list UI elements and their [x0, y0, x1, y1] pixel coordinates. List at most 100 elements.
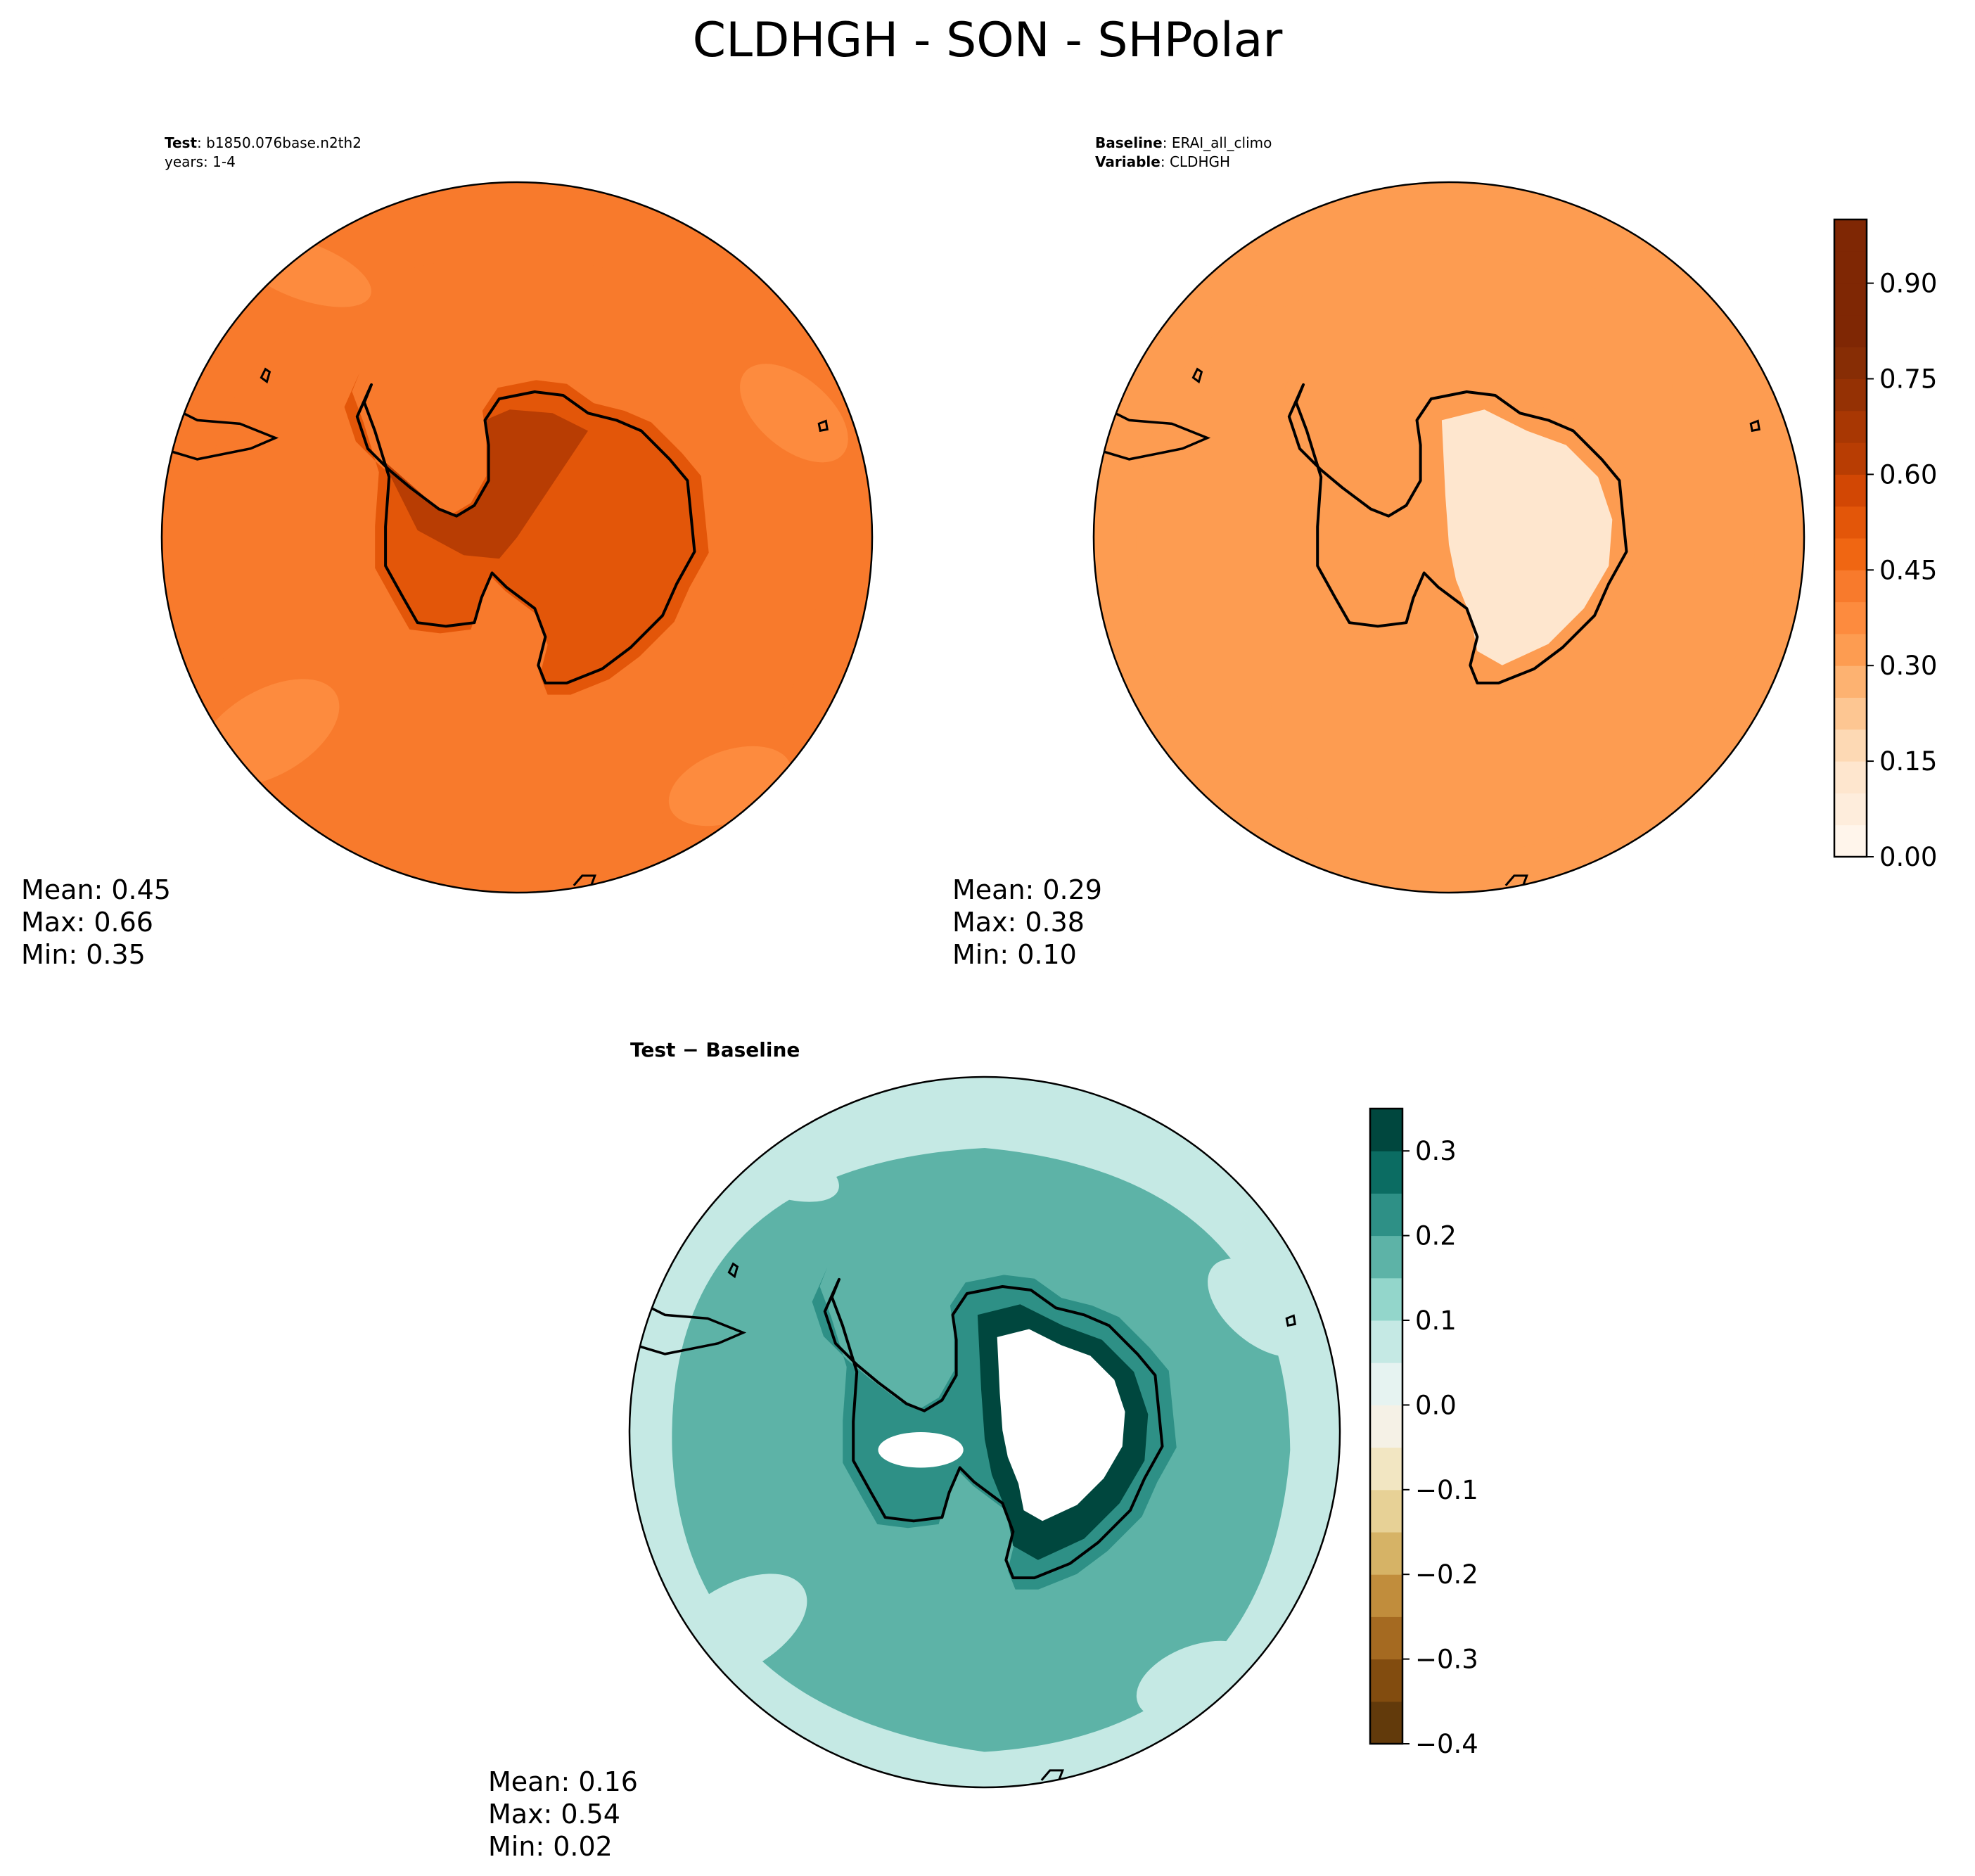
main-colorbar-swatch-10	[1834, 506, 1867, 539]
difference-min-value: 0.02	[553, 1831, 613, 1862]
main-colorbar-swatch-2	[1834, 761, 1867, 793]
svg-text:Min:0.02: Min: 0.02	[488, 1831, 613, 1862]
diff-out-of-range-region	[997, 1329, 1125, 1521]
diff-colorbar-swatch-0	[1370, 1701, 1402, 1744]
diff-map-boundary	[628, 1076, 1341, 1789]
baseline-mean-value: 0.29	[1042, 874, 1102, 905]
difference-max-value: 0.54	[561, 1799, 620, 1830]
diff-colorbar-tick-label-0: −0.4	[1415, 1729, 1478, 1759]
diff-colorbar-swatch-14	[1370, 1109, 1402, 1151]
baseline-kerguelen-island	[1749, 419, 1760, 433]
main-colorbar-tick-label-6: 0.90	[1879, 269, 1937, 299]
difference-colorbar: −0.4 −0.3 −0.2 −0.1 0.0 0.1 0.2 0.3	[1369, 1107, 1478, 1759]
main-colorbar-swatch-6	[1834, 633, 1867, 666]
diff-falkland-islands	[727, 1262, 739, 1279]
baseline-falkland-islands	[1191, 367, 1203, 384]
diff-colorbar-swatch-6	[1370, 1447, 1402, 1491]
diff-colorbar-tick-label-2: −0.2	[1415, 1559, 1478, 1590]
diff-coastline	[823, 1277, 1164, 1580]
main-colorbar-swatch-16	[1834, 314, 1867, 347]
baseline-header-line-2: Variable: CLDHGH	[1095, 153, 1230, 170]
diff-colorbar-swatch-2	[1370, 1616, 1402, 1660]
diff-colorbar-tick-label-1: −0.3	[1415, 1645, 1478, 1675]
svg-text:Min:0.10: Min: 0.10	[952, 939, 1077, 970]
diff-south-america-coast	[629, 1296, 747, 1355]
svg-text:Max:0.66: Max: 0.66	[21, 907, 153, 938]
baseline-panel: Baseline: ERAI_all_climo Variable: CLDHG…	[952, 134, 1805, 970]
main-colorbar-swatch-15	[1834, 347, 1867, 379]
diff-colorbar-tick-label-6: 0.2	[1415, 1221, 1457, 1251]
test-coastline	[355, 383, 696, 684]
diff-colorbar-swatch-4	[1370, 1532, 1402, 1575]
diff-colorbar-frame	[1369, 1107, 1404, 1745]
test-edge-patch-1	[740, 364, 848, 463]
main-colorbar-tick-label-5: 0.75	[1879, 364, 1937, 395]
baseline-edge-patch-1	[1672, 364, 1780, 463]
main-colorbar-tick-label-0: 0.00	[1879, 842, 1937, 872]
main-colorbar-swatch-17	[1834, 283, 1867, 316]
diff-colorbar-swatch-10	[1370, 1277, 1402, 1321]
main-colorbar-swatch-4	[1834, 697, 1867, 730]
test-min-value: 0.35	[86, 939, 146, 970]
baseline-header-line-1: Baseline: ERAI_all_climo	[1095, 134, 1272, 151]
main-colorbar-swatch-11	[1834, 474, 1867, 507]
baseline-extreme-region	[1441, 409, 1613, 665]
main-colorbar-swatch-0	[1834, 824, 1867, 857]
test-max-value: 0.66	[94, 907, 153, 938]
main-colorbar-swatch-18	[1834, 251, 1867, 284]
test-falkland-islands	[260, 367, 271, 384]
svg-text:Min:0.35: Min: 0.35	[21, 939, 146, 970]
diff-colorbar-swatch-5	[1370, 1489, 1402, 1533]
main-colorbar-swatch-9	[1834, 538, 1867, 570]
diff-colorbar-swatch-7	[1370, 1405, 1402, 1448]
diff-kerguelen-island	[1285, 1314, 1296, 1327]
diff-colorbar-swatch-13	[1370, 1151, 1402, 1194]
main-colorbar-swatch-8	[1834, 570, 1867, 603]
svg-text:Max:0.38: Max: 0.38	[952, 907, 1085, 938]
main-colorbar-swatch-12	[1834, 442, 1867, 475]
baseline-map-boundary	[1092, 181, 1805, 894]
svg-text:Mean:0.16: Mean: 0.16	[488, 1766, 638, 1797]
difference-mean-value: 0.16	[578, 1766, 638, 1797]
diff-colorbar-tick-label-3: −0.1	[1415, 1475, 1478, 1505]
main-colorbar-swatch-1	[1834, 793, 1867, 826]
svg-text:Mean:0.29: Mean: 0.29	[952, 874, 1102, 905]
test-header-line-2: years: 1-4	[165, 153, 236, 170]
main-colorbar: 0.00 0.15 0.30 0.45 0.60 0.75 0.90	[1833, 218, 1937, 872]
diff-colorbar-swatch-8	[1370, 1363, 1402, 1405]
test-mean-value: 0.45	[111, 874, 171, 905]
diff-edge-patch-1	[1208, 1258, 1316, 1358]
diff-colorbar-tick-label-5: 0.1	[1415, 1306, 1457, 1336]
test-stats: Mean: 0.45 Max: 0.66 Min: 0.35	[21, 874, 171, 970]
baseline-polar-map	[1092, 181, 1805, 894]
test-header-line-1: Test: b1850.076base.n2th2	[165, 134, 362, 151]
main-colorbar-swatch-5	[1834, 665, 1867, 698]
diff-colorbar-swatch-11	[1370, 1235, 1402, 1279]
figure-title: CLDHGH - SON - SHPolar	[693, 13, 1283, 68]
difference-stats: Mean: 0.16 Max: 0.54 Min: 0.02	[488, 1766, 638, 1862]
main-colorbar-frame	[1833, 218, 1868, 858]
main-colorbar-swatch-14	[1834, 378, 1867, 411]
diff-out-of-range-region-west	[878, 1432, 964, 1468]
svg-text:Mean:0.45: Mean: 0.45	[21, 874, 171, 905]
main-colorbar-swatch-13	[1834, 410, 1867, 443]
main-colorbar-tick-label-3: 0.45	[1879, 555, 1937, 585]
diff-colorbar-swatch-1	[1370, 1659, 1402, 1702]
test-south-america-coast	[162, 401, 279, 461]
baseline-south-america-coast	[1094, 401, 1211, 461]
svg-text:Max:0.54: Max: 0.54	[488, 1799, 620, 1830]
test-panel: Test: b1850.076base.n2th2 years: 1-4 Mea…	[21, 134, 874, 970]
diff-colorbar-swatch-12	[1370, 1193, 1402, 1237]
baseline-stats: Mean: 0.29 Max: 0.38 Min: 0.10	[952, 874, 1102, 970]
main-colorbar-swatch-3	[1834, 729, 1867, 762]
diff-colorbar-tick-label-7: 0.3	[1415, 1136, 1457, 1166]
difference-header: Test − Baseline	[630, 1038, 800, 1061]
test-extreme-region	[382, 409, 588, 559]
main-colorbar-tick-label-1: 0.15	[1879, 746, 1937, 777]
baseline-coastline	[1287, 383, 1628, 684]
main-colorbar-tick-label-2: 0.30	[1879, 651, 1937, 681]
difference-polar-map	[628, 1076, 1341, 1789]
baseline-min-value: 0.10	[1017, 939, 1077, 970]
baseline-max-value: 0.38	[1025, 907, 1085, 938]
